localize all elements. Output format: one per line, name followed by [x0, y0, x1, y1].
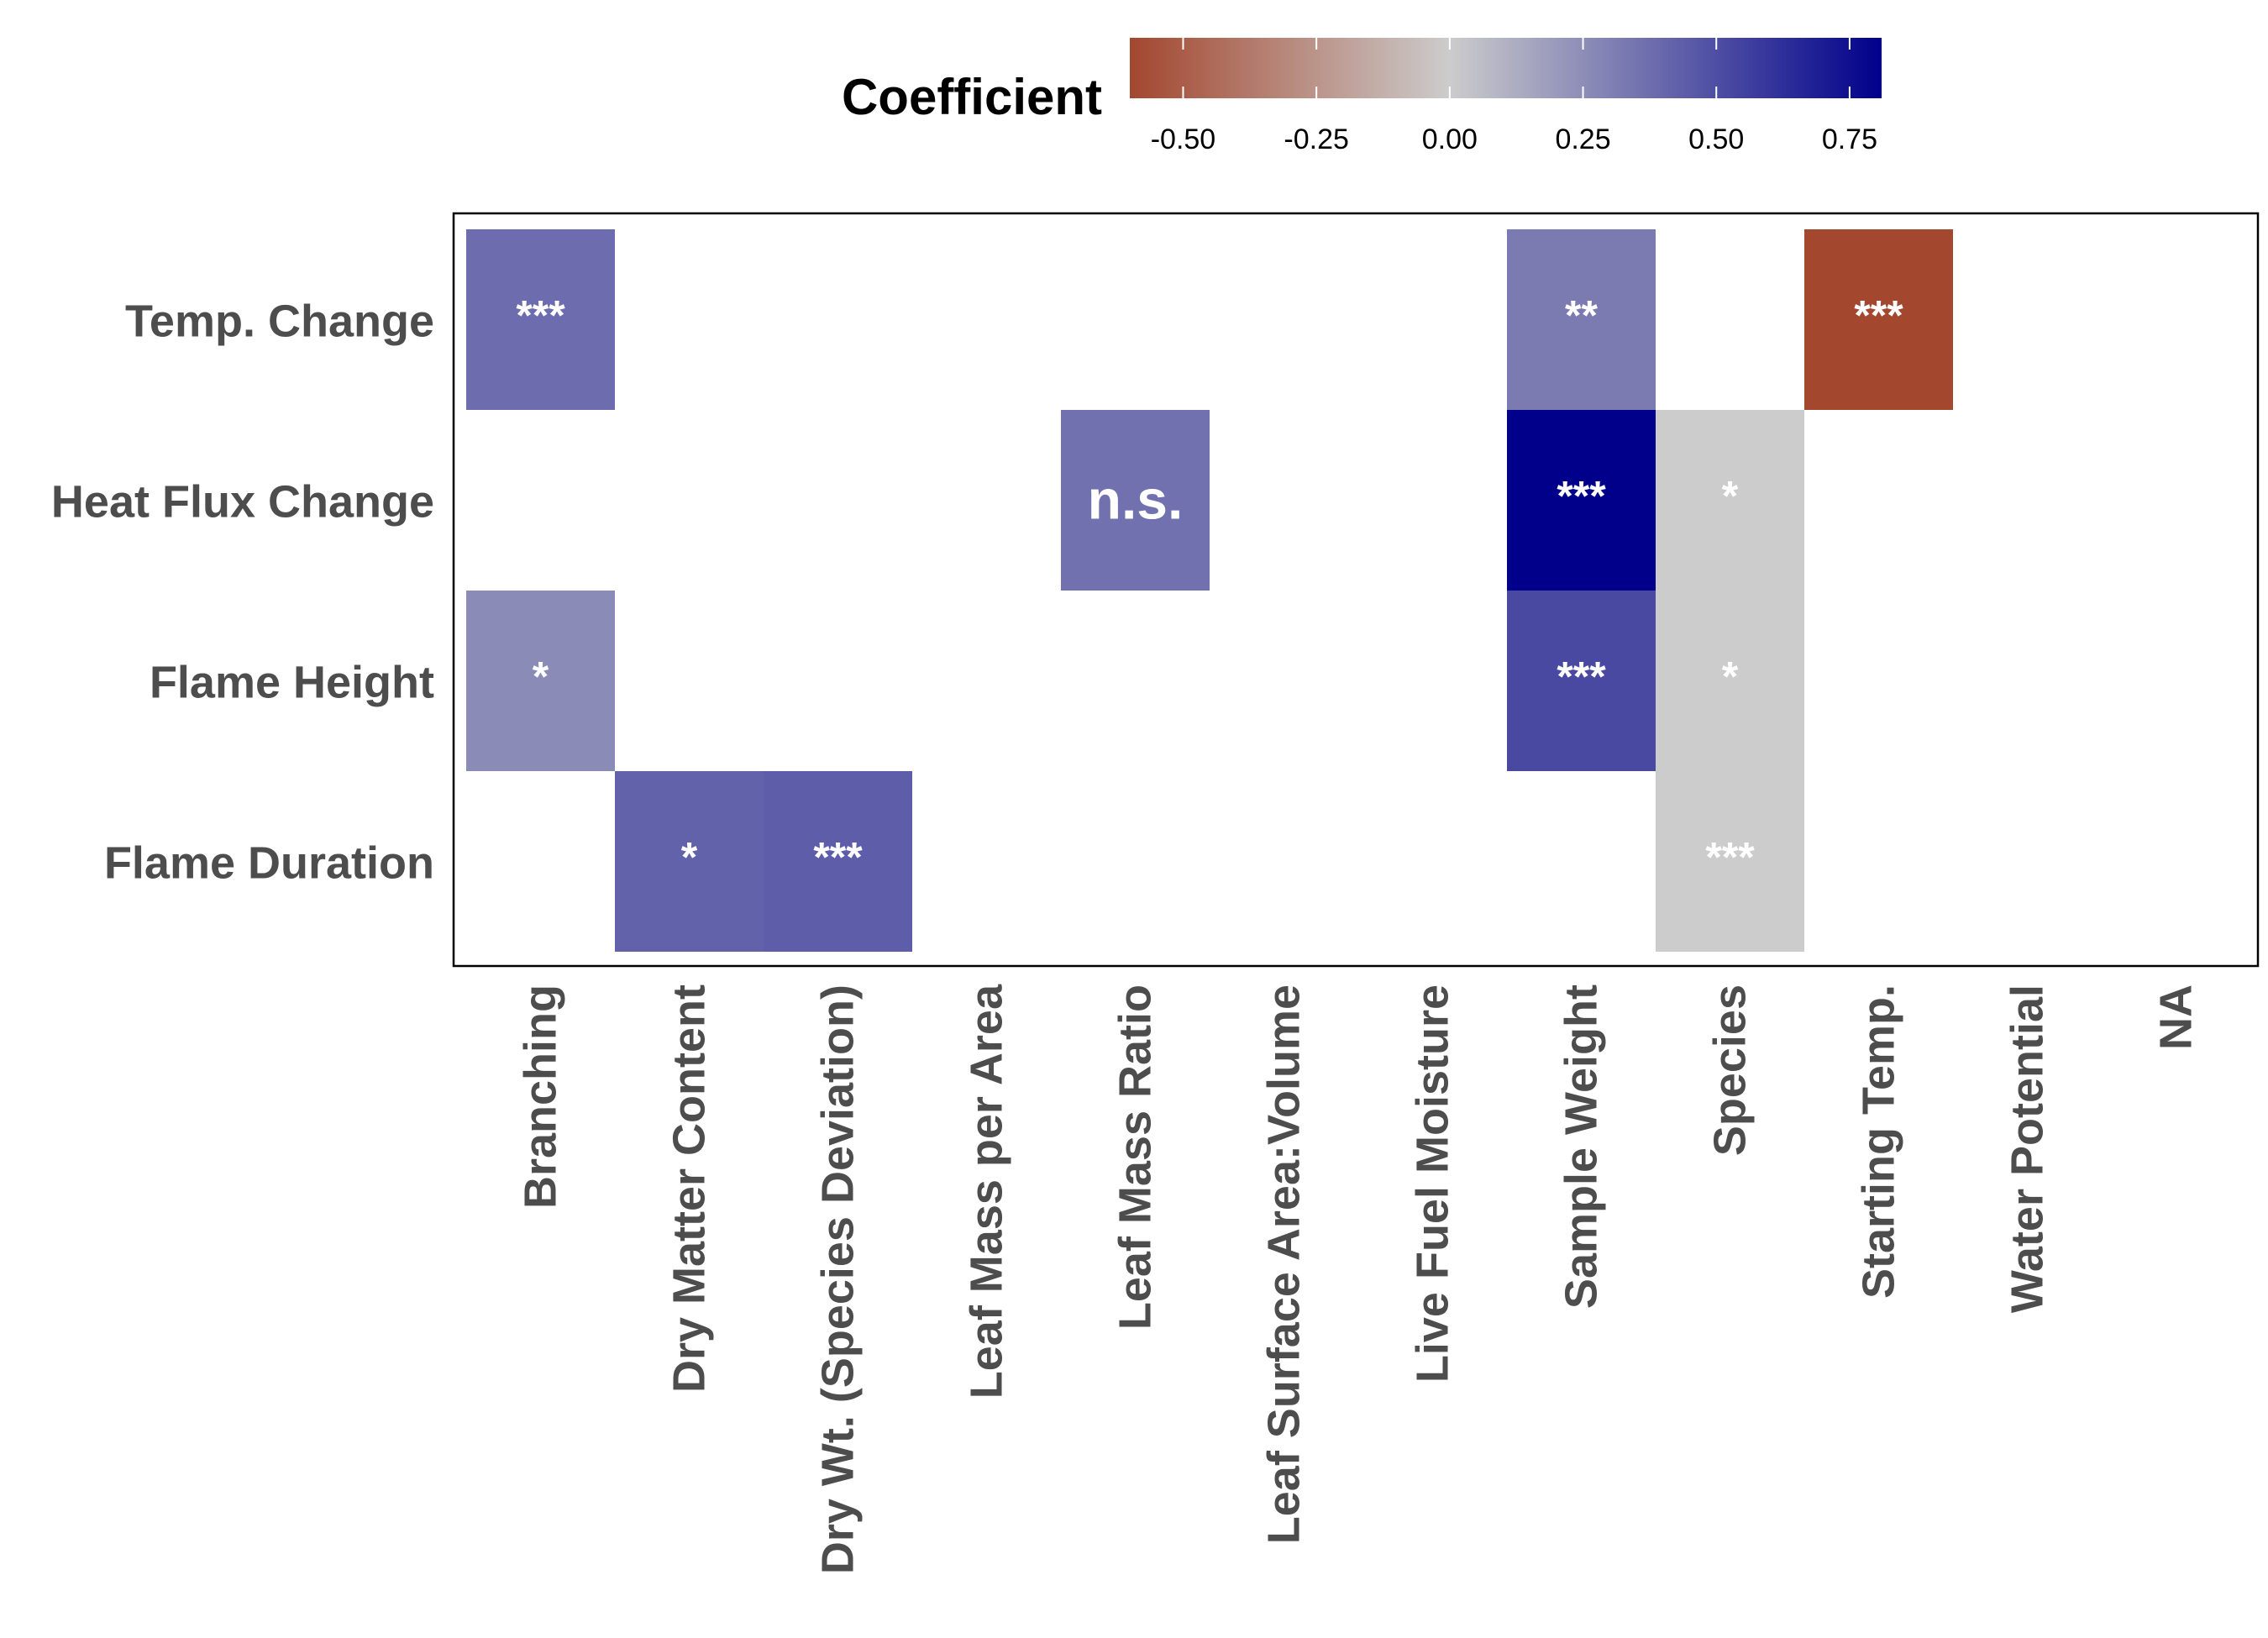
significance-label: * [681, 834, 698, 881]
row-labels: Temp. Change Heat Flux Change Flame Height… [51, 297, 434, 889]
heatmap-cell-flame-duration-dry-matter-content [615, 771, 764, 952]
heatmap-cell-flame-duration-species [1656, 771, 1804, 952]
significance-label: * [1722, 473, 1739, 520]
significance-labels: *** ** ***n.s. *** ** *** ** *** *** [516, 292, 1903, 881]
column-label-leaf-mass-per-area: Leaf Mass per Area [962, 984, 1012, 1399]
legend-tick-label: 0.75 [1822, 123, 1877, 155]
column-label-leaf-surface-area-volume: Leaf Surface Area:Volume [1259, 984, 1310, 1544]
column-label-leaf-mass-ratio: Leaf Mass Ratio [1110, 984, 1161, 1330]
column-label-na: NA [2151, 984, 2202, 1050]
row-label-heat-flux-change: Heat Flux Change [51, 477, 434, 528]
column-label-live-fuel-moisture: Live Fuel Moisture [1408, 984, 1458, 1383]
heatmap-cells [466, 229, 1953, 952]
legend-tick-label: -0.50 [1151, 123, 1216, 155]
legend-tick-label: -0.25 [1284, 123, 1349, 155]
row-label-flame-duration: Flame Duration [104, 838, 434, 889]
heatmap-cell-flame-height-branching [466, 591, 615, 771]
heatmap-cell-flame-duration-dry-wt-species-deviation [764, 771, 912, 952]
legend-tick-label: 0.25 [1555, 123, 1610, 155]
legend-tick-label: 0.50 [1688, 123, 1744, 155]
column-label-sample-weight: Sample Weight [1557, 984, 1607, 1309]
heatmap-cell-heat-flux-change-species [1656, 410, 1804, 591]
row-label-temp-change: Temp. Change [125, 297, 434, 347]
legend-colorbar [1130, 38, 1882, 98]
significance-label: *** [1557, 473, 1606, 520]
column-label-starting-temp: Starting Temp. [1854, 984, 1904, 1299]
significance-label: n.s. [1088, 469, 1184, 531]
heatmap-cell-flame-height-species [1656, 591, 1804, 771]
column-label-dry-wt-species-deviation: Dry Wt. (Species Deviation) [813, 984, 864, 1574]
significance-label: * [533, 654, 549, 701]
significance-label: *** [1854, 292, 1903, 339]
column-label-species: Species [1705, 984, 1756, 1156]
column-label-branching: Branching [516, 984, 566, 1209]
significance-label: ** [1565, 292, 1598, 339]
significance-label: *** [1557, 654, 1606, 701]
legend-ticks: -0.50 -0.25 0.00 0.25 0.50 0.75 [1151, 38, 1877, 155]
legend-tick-label: 0.00 [1422, 123, 1478, 155]
heatmap-cell-flame-height-sample-weight [1507, 591, 1656, 771]
column-label-dry-matter-content: Dry Matter Content [664, 984, 715, 1393]
heatmap-cell-heat-flux-change-sample-weight [1507, 410, 1656, 591]
plot-panel [452, 212, 2260, 968]
significance-label: * [1722, 654, 1739, 701]
column-label-water-potential: Water Potential [2003, 984, 2053, 1313]
heatmap-cell-heat-flux-change-leaf-mass-ratio [1061, 410, 1210, 591]
heatmap-cell-temp-change-starting-temp [1804, 229, 1953, 410]
significance-label: *** [813, 834, 863, 881]
legend-title: Coefficient [842, 69, 1102, 125]
heatmap-cell-temp-change-branching [466, 229, 615, 410]
significance-label: *** [1705, 834, 1755, 881]
column-labels: Branching Dry Matter Content Dry Wt. (Spec… [516, 984, 2202, 1574]
color-legend: Coefficient -0.50 -0.25 0.00 0.25 0.50 0.75 [842, 38, 1882, 155]
heatmap-cell-temp-change-sample-weight [1507, 229, 1656, 410]
row-label-flame-height: Flame Height [150, 658, 434, 708]
significance-label: *** [516, 292, 565, 339]
